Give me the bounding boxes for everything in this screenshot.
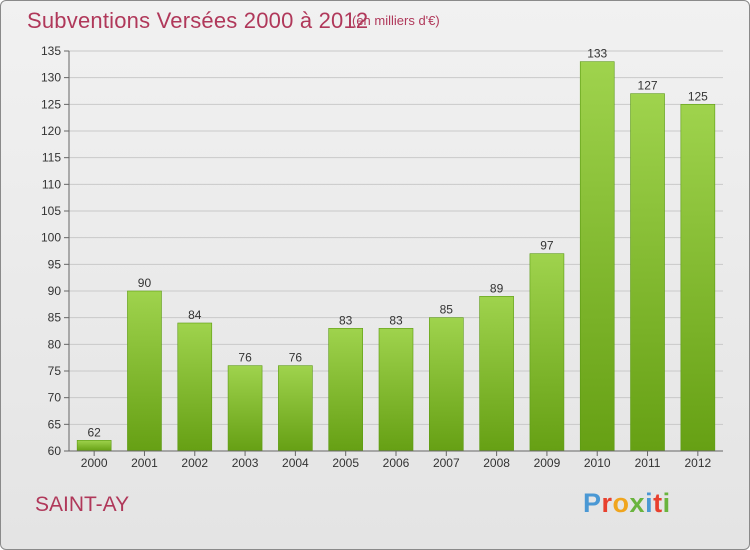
bar-2004 — [278, 365, 313, 452]
y-tick-label: 65 — [48, 417, 62, 431]
x-tick-label: 2011 — [635, 456, 661, 470]
bar-2012 — [680, 104, 716, 452]
bar-2006 — [378, 328, 414, 452]
bar-value-label: 127 — [638, 79, 658, 93]
y-tick-label: 125 — [41, 97, 61, 111]
x-tick-label: 2004 — [282, 456, 309, 470]
y-tick-label: 100 — [41, 231, 61, 245]
logo-letter: i — [662, 488, 671, 518]
bar-value-label: 83 — [339, 313, 353, 327]
proxiti-logo: Proxiti — [583, 488, 671, 519]
logo-letter: x — [629, 488, 646, 518]
bar-2002 — [177, 322, 213, 452]
bar-value-label: 97 — [540, 239, 554, 253]
logo-letter: t — [653, 488, 663, 518]
y-tick-label: 105 — [41, 204, 61, 218]
chart-subtitle: (en milliers d'€) — [352, 13, 440, 28]
bar-value-label: 62 — [87, 425, 101, 439]
bar-2010 — [579, 61, 615, 452]
y-tick-label: 110 — [42, 177, 61, 191]
bar-2000 — [76, 440, 112, 452]
bar-2005 — [328, 328, 363, 452]
bar-2008 — [479, 296, 514, 452]
x-tick-label: 2007 — [433, 456, 460, 470]
bar-2009 — [529, 253, 565, 452]
bar-value-label: 125 — [688, 89, 708, 103]
bar-value-label: 84 — [188, 308, 202, 322]
x-tick-label: 2001 — [131, 456, 158, 470]
bar-value-label: 90 — [138, 276, 152, 290]
chart-title: Subventions Versées 2000 à 2012 — [27, 8, 369, 33]
y-tick-label: 75 — [48, 364, 62, 378]
bar-2001 — [127, 290, 162, 452]
y-tick-label: 135 — [41, 44, 61, 58]
y-tick-label: 80 — [48, 337, 62, 351]
y-tick-label: 130 — [41, 71, 61, 85]
y-tick-label: 115 — [42, 151, 61, 165]
logo-letter: o — [612, 488, 630, 518]
city-name: SAINT-AY — [35, 493, 130, 516]
x-tick-label: 2003 — [232, 456, 259, 470]
x-tick-label: 2002 — [181, 456, 208, 470]
bar-value-label: 76 — [238, 351, 252, 365]
x-tick-label: 2008 — [483, 456, 510, 470]
bars: 62 90 84 76 76 83 83 85 89 97 133 127 125 — [76, 47, 716, 452]
bar-2011 — [630, 93, 665, 452]
logo-letter: i — [645, 488, 654, 518]
bar-2007 — [429, 317, 464, 452]
bar-value-label: 133 — [587, 47, 607, 61]
y-tick-label: 90 — [48, 284, 62, 298]
x-tick-label: 2010 — [584, 456, 611, 470]
bar-value-label: 76 — [289, 351, 303, 365]
y-tick-label: 70 — [48, 391, 62, 405]
bar-2003 — [227, 365, 263, 452]
y-tick-label: 60 — [48, 444, 62, 458]
logo-letter: r — [601, 488, 613, 518]
x-tick-label: 2006 — [383, 456, 410, 470]
x-axis: 2000 2001 2002 2003 2004 2005 2006 2007 2008 2009… — [69, 450, 723, 470]
bar-value-label: 83 — [389, 313, 403, 327]
x-tick-label: 2000 — [81, 456, 108, 470]
x-tick-label: 2009 — [534, 456, 561, 470]
y-tick-label: 95 — [48, 257, 62, 271]
x-tick-label: 2005 — [332, 456, 359, 470]
y-tick-label: 85 — [48, 311, 62, 325]
y-tick-label: 120 — [41, 124, 61, 138]
bar-value-label: 85 — [440, 303, 454, 317]
bar-value-label: 89 — [490, 281, 504, 295]
y-axis: 60 65 70 75 80 85 90 95 100 105 110 115 120 125 130 135 — [41, 44, 70, 458]
x-tick-label: 2012 — [684, 456, 711, 470]
logo-letter: P — [583, 488, 602, 518]
